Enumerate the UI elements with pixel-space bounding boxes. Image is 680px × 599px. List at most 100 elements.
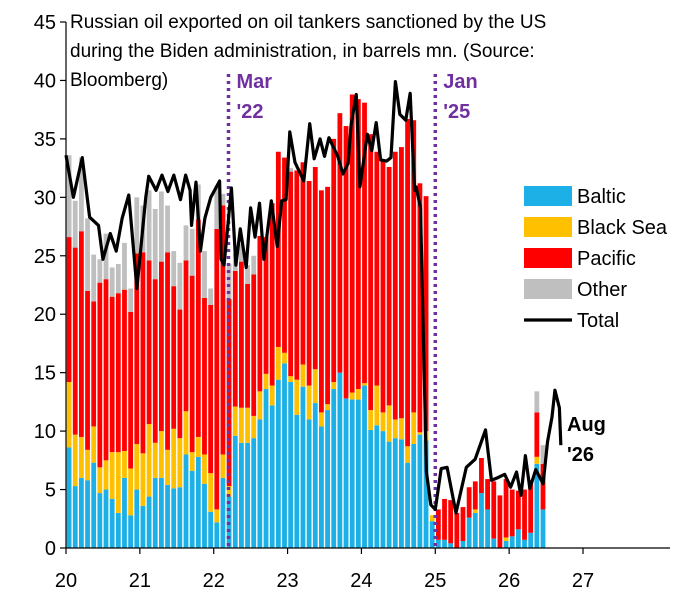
bar-baltic: [239, 442, 244, 548]
bar-black-sea: [405, 446, 410, 463]
bar-black-sea: [349, 392, 355, 400]
bar-baltic: [257, 419, 263, 548]
bar-pacific: [411, 120, 417, 413]
bar-baltic: [115, 512, 121, 548]
y-tick-label: 30: [34, 187, 56, 209]
bar-black-sea: [411, 412, 417, 444]
y-tick-label: 40: [34, 70, 56, 92]
legend-label: Total: [577, 310, 619, 332]
bar-other: [78, 157, 84, 232]
bar-baltic: [515, 529, 521, 548]
bar-black-sea: [140, 453, 146, 506]
bar-other: [103, 233, 109, 280]
bar-black-sea: [429, 515, 435, 522]
title-line: during the Biden administration, in barr…: [70, 41, 535, 62]
bar-baltic: [288, 382, 294, 548]
bar-black-sea: [503, 537, 509, 541]
bar-pacific: [362, 102, 367, 384]
bar-pacific: [282, 157, 287, 353]
bar-baltic: [275, 379, 281, 548]
bar-pacific: [91, 301, 97, 427]
bar-pacific: [72, 247, 78, 435]
bar-pacific: [226, 299, 232, 487]
legend-swatch-other: [524, 279, 572, 299]
bar-pacific: [202, 297, 207, 455]
bar-baltic: [343, 398, 349, 548]
bar-black-sea: [331, 382, 337, 390]
vertical-markers-group: Mar '22 Jan '25: [226, 71, 478, 548]
bar-baltic: [355, 399, 361, 548]
bar-black-sea: [171, 428, 177, 489]
bar-other: [189, 228, 195, 276]
bar-pacific: [134, 253, 140, 444]
vertical-marker-label: Mar: [236, 71, 272, 93]
bar-baltic: [368, 429, 374, 548]
bar-black-sea: [103, 460, 109, 490]
bar-pacific: [128, 311, 134, 469]
bar-baltic: [491, 538, 497, 548]
bar-baltic: [485, 509, 490, 548]
bar-black-sea: [374, 385, 380, 426]
bar-other: [540, 445, 546, 464]
bar-pacific: [171, 286, 177, 429]
bar-black-sea: [380, 412, 386, 432]
bar-other: [239, 244, 244, 262]
bar-pacific: [319, 190, 324, 413]
legend-swatch-pacific: [524, 248, 572, 268]
bar-pacific: [423, 196, 429, 432]
bar-other: [91, 254, 97, 302]
bar-pacific: [109, 296, 115, 453]
bar-pacific: [472, 481, 478, 510]
bar-black-sea: [208, 473, 214, 512]
bar-pacific: [300, 162, 306, 365]
bar-other: [97, 259, 103, 283]
bar-other: [208, 288, 214, 305]
bar-baltic: [386, 441, 392, 548]
bar-pacific: [66, 237, 72, 383]
bar-baltic: [540, 509, 546, 548]
bar-pacific: [466, 487, 472, 518]
bar-baltic: [423, 440, 429, 548]
bar-other: [134, 197, 140, 254]
x-tick-label: 23: [276, 570, 298, 592]
bar-black-sea: [66, 382, 72, 448]
bar-pacific: [355, 99, 361, 390]
bar-pacific: [152, 279, 158, 443]
bar-pacific: [343, 126, 349, 399]
bar-baltic: [312, 403, 318, 548]
bar-baltic: [319, 426, 324, 548]
bar-black-sea: [263, 373, 269, 390]
legend-swatch-baltic: [524, 186, 572, 206]
bar-baltic: [300, 386, 306, 548]
bar-baltic: [97, 493, 103, 548]
bar-pacific: [534, 412, 540, 457]
bar-pacific: [331, 138, 337, 383]
bar-baltic: [152, 477, 158, 548]
bar-pacific: [294, 170, 300, 380]
bar-black-sea: [239, 407, 244, 443]
bar-baltic: [306, 419, 312, 548]
bar-baltic: [380, 431, 386, 548]
vertical-marker-label: Jan: [443, 71, 477, 93]
bar-pacific: [448, 500, 454, 544]
y-tick-label: 0: [45, 538, 56, 560]
legend-label: Black Sea: [577, 217, 668, 239]
bar-other: [66, 155, 72, 238]
legend-label: Baltic: [577, 186, 626, 208]
y-tick-label: 45: [34, 12, 56, 34]
bar-pacific: [103, 279, 109, 461]
bar-series-group: [66, 94, 546, 548]
bar-pacific: [146, 260, 152, 425]
x-tick-label: 26: [498, 570, 520, 592]
bar-baltic: [171, 488, 177, 548]
bar-pacific: [232, 270, 238, 407]
bar-pacific: [325, 186, 330, 405]
bar-baltic: [509, 536, 515, 548]
bar-pacific: [214, 228, 220, 510]
bar-black-sea: [214, 509, 220, 523]
bar-other: [165, 205, 170, 253]
bar-other: [177, 262, 183, 310]
vertical-marker-label: '25: [443, 101, 470, 123]
bar-pacific: [380, 159, 386, 413]
